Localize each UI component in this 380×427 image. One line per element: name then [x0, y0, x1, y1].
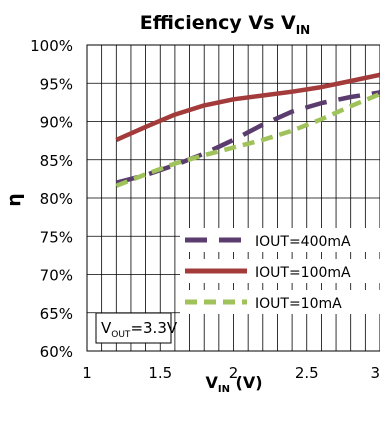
x-axis-label-subscript: IN	[218, 384, 230, 395]
legend: IOUT=400mA IOUT=100mA IOUT=10mA	[180, 228, 380, 314]
x-tick-label: 3	[370, 364, 380, 382]
y-tick-label: 65%	[40, 305, 73, 323]
annotation-rest: =3.3V	[130, 319, 177, 337]
annotation-box	[95, 312, 172, 344]
y-tick-labels: 60% 65% 70% 75% 80% 85% 90% 95% 100%	[30, 37, 73, 361]
x-tick-label: 2.5	[295, 364, 319, 382]
chart-title-main: Efficiency Vs V	[140, 12, 296, 34]
legend-label: IOUT=400mA	[255, 234, 351, 250]
chart-title-subscript: IN	[296, 23, 311, 37]
legend-label: IOUT=100mA	[255, 265, 351, 281]
y-tick-label: 70%	[40, 267, 73, 285]
legend-label: IOUT=10mA	[255, 296, 342, 312]
x-axis-label-unit: (V)	[230, 373, 263, 392]
series-line-3	[115, 91, 380, 188]
x-axis-label: VIN (V)	[205, 373, 262, 395]
y-tick-label: 90%	[40, 114, 73, 132]
x-tick-label: 2	[229, 364, 239, 382]
x-tick-label: 1	[82, 364, 92, 382]
y-axis-label: η	[3, 193, 25, 207]
data-series	[115, 72, 380, 188]
y-tick-label: 80%	[40, 190, 73, 208]
y-tick-label: 100%	[30, 37, 73, 55]
annotation-subscript: OUT	[111, 330, 131, 340]
series-line-2	[115, 72, 380, 142]
y-tick-label: 95%	[40, 75, 73, 93]
x-axis-label-main: V	[205, 373, 218, 392]
chart-title: Efficiency Vs VIN	[140, 12, 310, 37]
y-tick-label: 75%	[40, 228, 73, 246]
x-tick-labels: 1 1.5 2 2.5 3	[82, 364, 380, 382]
annotation-text: VOUT=3.3V	[101, 319, 178, 340]
y-tick-label: 60%	[40, 343, 73, 361]
x-tick-label: 1.5	[148, 364, 172, 382]
y-tick-label: 85%	[40, 152, 73, 170]
annotation-main: V	[101, 319, 112, 337]
legend-background	[180, 228, 380, 252]
